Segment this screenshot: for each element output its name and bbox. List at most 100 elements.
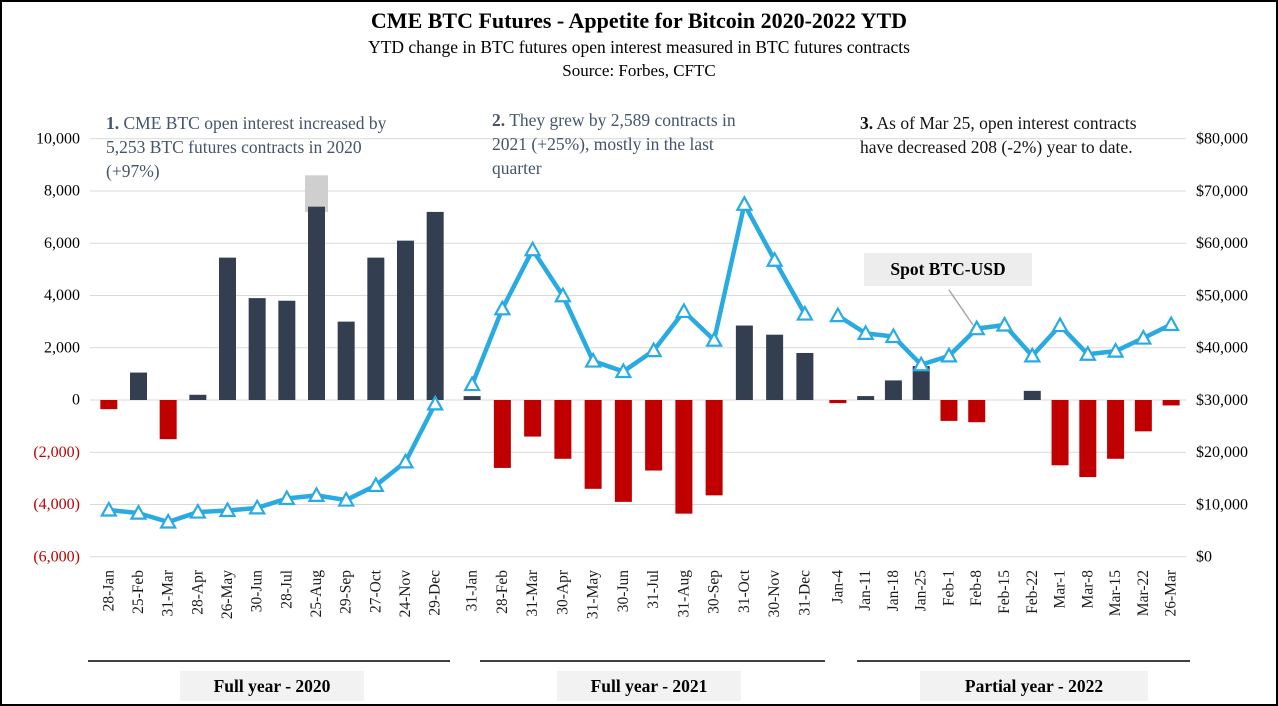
line-marker-triangle	[396, 452, 415, 469]
open-interest-bar	[308, 206, 325, 400]
x-axis-tick-label: Mar-1	[1052, 570, 1069, 608]
line-marker-triangle	[553, 286, 572, 303]
open-interest-bar	[645, 400, 663, 471]
line-marker-triangle	[829, 306, 847, 323]
x-axis-tick-label: 26-May	[219, 570, 236, 619]
line-marker-triangle	[940, 346, 958, 363]
line-marker-triangle	[912, 355, 931, 372]
open-interest-bar	[884, 380, 902, 400]
section-label-2022: Partial year - 2022	[920, 671, 1148, 701]
x-axis-tick-label: 28-Jul	[278, 570, 295, 609]
right-axis-tick-label: $0	[1196, 549, 1212, 566]
open-interest-bar	[766, 334, 784, 400]
left-axis-tick-label: 10,000	[36, 130, 80, 147]
annotation-text: As of Mar 25, open interest contracts ha…	[860, 113, 1137, 157]
section-label-2020: Full year - 2020	[180, 671, 364, 701]
x-axis-tick-label: 30-Sep	[706, 570, 723, 614]
left-axis-tick-label: 0	[72, 392, 80, 409]
annotation-number: 2.	[492, 110, 506, 130]
x-axis-tick-label: 31-May	[585, 570, 602, 619]
x-axis-tick-label: Jan-25	[913, 570, 930, 612]
chart-title: CME BTC Futures - Appetite for Bitcoin 2…	[370, 8, 908, 33]
open-interest-bar	[100, 400, 118, 410]
open-interest-bar	[248, 298, 266, 400]
left-axis-tick-label: 4,000	[44, 287, 80, 304]
x-axis-tick-label: Mar-22	[1135, 570, 1152, 616]
x-axis-tick-label: Feb-15	[996, 570, 1013, 614]
x-axis-tick-label: 28-Jan	[100, 570, 117, 612]
right-axis-tick-label: $60,000	[1196, 235, 1248, 252]
right-axis-tick-label: $80,000	[1196, 131, 1248, 148]
open-interest-bar	[337, 321, 355, 400]
open-interest-bar	[554, 400, 572, 459]
left-axis-tick-label: 6,000	[44, 235, 80, 252]
annotation-number: 1.	[106, 113, 120, 133]
line-marker-triangle	[1106, 341, 1125, 358]
open-interest-bar	[1107, 400, 1125, 459]
x-axis-tick-label: 31-Dec	[796, 570, 813, 616]
right-axis-tick-label: $30,000	[1196, 392, 1248, 409]
annotation-text: They grew by 2,589 contracts in 2021 (+2…	[492, 110, 736, 178]
line-marker-triangle	[1051, 316, 1069, 333]
open-interest-bar	[397, 240, 414, 400]
line-marker-triangle	[337, 490, 356, 507]
open-interest-bar	[493, 400, 511, 468]
x-axis-tick-label: 25-Aug	[308, 570, 325, 618]
line-marker-triangle	[995, 315, 1014, 332]
line-marker-triangle	[188, 502, 207, 519]
open-interest-bar	[829, 400, 847, 404]
x-axis-tick-label: 29-Sep	[338, 570, 355, 614]
open-interest-bar	[1134, 400, 1152, 432]
x-axis-tick-label: 31-Jan	[464, 570, 481, 612]
open-interest-bar	[675, 400, 693, 514]
line-marker-triangle	[584, 351, 603, 368]
open-interest-bar	[735, 325, 753, 400]
line-marker-triangle	[99, 500, 118, 517]
x-axis-tick-label: 26-Mar	[1163, 569, 1180, 616]
line-marker-triangle	[674, 302, 693, 319]
right-axis-tick-label: $50,000	[1196, 287, 1248, 304]
open-interest-bar	[367, 257, 385, 400]
x-axis-tick-label: 28-Apr	[189, 569, 206, 615]
line-marker-triangle	[493, 299, 512, 316]
bar-highlight	[305, 175, 328, 212]
x-axis-tick-label: 31-Aug	[675, 570, 692, 618]
open-interest-bar	[524, 400, 542, 437]
x-axis-tick-label: 31-Mar	[160, 569, 177, 616]
line-marker-triangle	[967, 319, 986, 336]
left-axis-tick-label: 2,000	[44, 339, 80, 356]
x-axis-tick-label: Jan-11	[857, 570, 874, 611]
x-axis-tick-label: Feb-22	[1024, 570, 1041, 614]
line-marker-triangle	[644, 341, 663, 358]
section-label-2021: Full year - 2021	[557, 671, 741, 701]
line-marker-triangle	[523, 240, 542, 257]
line-marker-triangle	[795, 304, 814, 321]
annotation-number: 3.	[860, 113, 874, 133]
open-interest-bar	[463, 396, 481, 400]
line-marker-triangle	[884, 327, 903, 344]
line-marker-triangle	[159, 512, 178, 529]
x-axis-tick-label: Feb-8	[968, 570, 985, 606]
open-interest-bar	[1023, 390, 1041, 400]
open-interest-bar	[159, 400, 177, 440]
line-marker-triangle	[705, 330, 724, 347]
callout-pointer-line	[948, 289, 974, 326]
left-axis-tick-label: (4,000)	[33, 496, 80, 513]
line-marker-triangle	[765, 250, 784, 267]
right-axis-tick-label: $10,000	[1196, 496, 1248, 513]
right-axis-tick-label: $70,000	[1196, 183, 1248, 200]
x-axis-tick-label: Jan-18	[885, 570, 902, 612]
open-interest-bar	[189, 394, 207, 400]
chart-subtitle: YTD change in BTC futures open interest …	[368, 37, 910, 57]
btc-usd-line	[469, 202, 808, 387]
line-marker-triangle	[463, 375, 482, 392]
right-axis-tick-label: $20,000	[1196, 444, 1248, 461]
open-interest-bar	[968, 400, 986, 423]
line-marker-triangle	[614, 362, 633, 379]
line-marker-triangle	[129, 503, 148, 520]
left-axis-tick-label: (2,000)	[33, 444, 80, 461]
chart-source: Source: Forbes, CFTC	[562, 61, 716, 80]
open-interest-bar	[426, 211, 444, 400]
